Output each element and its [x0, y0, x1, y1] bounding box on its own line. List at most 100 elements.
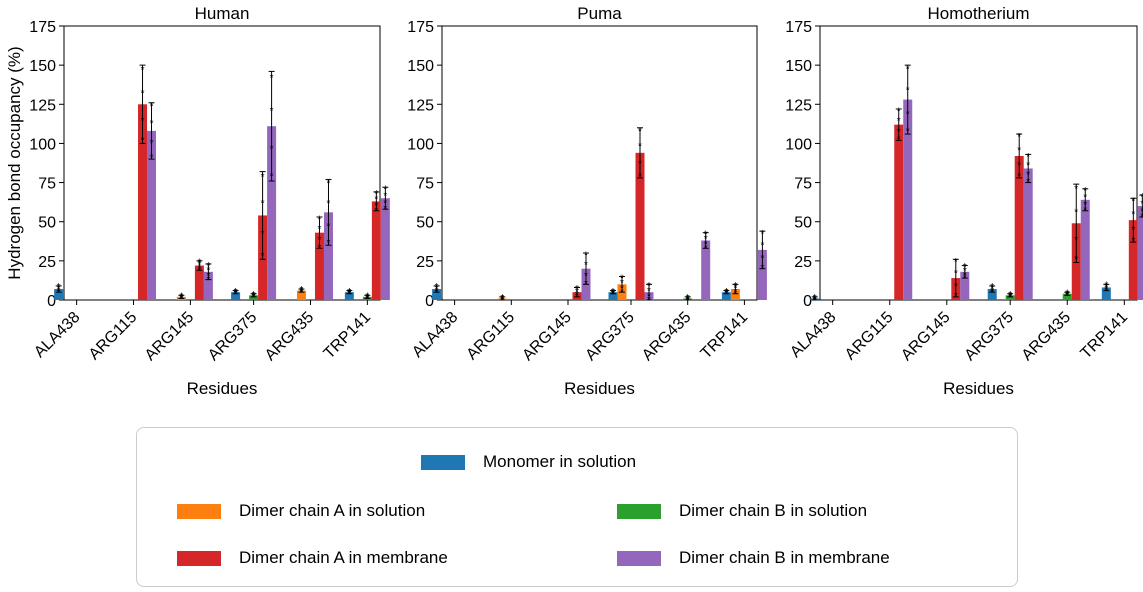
replicate-marker: *	[686, 294, 690, 305]
replicate-marker: *	[954, 282, 958, 293]
replicate-marker: *	[733, 281, 737, 292]
x-tick-label: ARG435	[639, 309, 694, 364]
replicate-marker: *	[1026, 152, 1030, 163]
replicate-marker: *	[990, 284, 994, 295]
bar	[1014, 155, 1024, 300]
x-tick-label: TRP141	[698, 309, 752, 363]
legend-item-chain-a-membrane: Dimer chain A in membrane	[177, 548, 448, 568]
bar	[203, 271, 213, 300]
legend-swatch	[421, 454, 465, 470]
replicate-marker: *	[1074, 184, 1078, 195]
y-tick-label: 0	[47, 293, 56, 310]
replicate-marker: *	[261, 198, 265, 209]
replicate-marker: *	[197, 263, 201, 274]
replicate-marker: *	[206, 261, 210, 272]
x-axis-label: Residues	[187, 379, 258, 398]
replicate-marker: *	[1008, 290, 1012, 301]
replicate-marker: *	[347, 288, 351, 299]
replicate-marker: *	[1140, 192, 1143, 203]
replicate-marker: *	[611, 290, 615, 301]
replicate-marker: *	[611, 287, 615, 298]
replicate-marker: *	[963, 270, 967, 281]
replicate-marker: *	[300, 287, 304, 298]
replicate-marker: *	[906, 85, 910, 96]
replicate-marker: *	[150, 118, 154, 129]
legend-swatch	[617, 503, 661, 519]
replicate-marker: *	[1017, 161, 1021, 172]
legend-swatch	[177, 503, 221, 519]
y-tick-label: 175	[407, 19, 434, 36]
bar	[635, 152, 645, 300]
replicate-marker: *	[813, 296, 817, 307]
y-tick-label: 150	[29, 58, 56, 75]
plot-frame	[819, 25, 1138, 301]
replicate-marker: *	[1017, 172, 1021, 183]
replicate-marker: *	[197, 266, 201, 277]
replicate-marker: *	[990, 286, 994, 297]
replicate-marker: *	[704, 240, 708, 251]
bar	[194, 265, 204, 300]
replicate-marker: *	[206, 265, 210, 276]
replicate-marker: *	[813, 293, 817, 304]
replicate-marker: *	[347, 290, 351, 301]
bar	[757, 249, 767, 300]
replicate-marker: *	[234, 287, 238, 298]
y-tick-label: 25	[38, 254, 56, 271]
replicate-marker: *	[575, 284, 579, 295]
replicate-marker: *	[150, 138, 154, 149]
x-tick-label: ARG375	[582, 309, 637, 364]
replicate-marker: *	[1026, 170, 1030, 181]
replicate-marker: *	[57, 288, 61, 299]
chart-panel-1: 0255075100125150175PumaResiduesALA438***…	[407, 4, 767, 398]
replicate-marker: *	[383, 204, 387, 215]
replicate-marker: *	[1065, 288, 1069, 299]
replicate-marker: *	[261, 229, 265, 240]
replicate-marker: *	[760, 240, 764, 251]
replicate-marker: *	[686, 293, 690, 304]
bar	[296, 290, 306, 300]
chart-panel-0: 0 25 50 75 100 125 150 175 Human Residues Hydrogen…	[5, 4, 390, 398]
y-axis-label: Hydrogen bond occupancy (%)	[5, 46, 24, 279]
replicate-marker: *	[252, 292, 256, 303]
bar	[432, 289, 442, 300]
replicate-marker: *	[724, 289, 728, 300]
replicate-marker: *	[1140, 199, 1143, 210]
replicate-marker: *	[638, 141, 642, 152]
replicate-marker: *	[963, 262, 967, 273]
replicate-marker: *	[365, 294, 369, 305]
replicate-marker: *	[1131, 236, 1135, 247]
replicate-marker: *	[813, 294, 817, 305]
replicate-marker: *	[1104, 286, 1108, 297]
replicate-marker: *	[261, 251, 265, 262]
replicate-marker: *	[179, 293, 183, 304]
x-axis-label: Residues	[943, 379, 1014, 398]
replicate-marker: *	[150, 152, 154, 163]
replicate-marker: *	[1083, 200, 1087, 211]
legend-label: Dimer chain A in membrane	[239, 548, 448, 567]
replicate-marker: *	[234, 289, 238, 300]
replicate-marker: *	[647, 295, 651, 306]
replicate-marker: *	[500, 294, 504, 305]
y-tick-label: 25	[416, 254, 434, 271]
bar	[987, 289, 997, 300]
replicate-marker: *	[647, 291, 651, 302]
replicate-marker: *	[1131, 225, 1135, 236]
replicate-marker: *	[57, 282, 61, 293]
replicate-marker: *	[1008, 293, 1012, 304]
replicate-marker: *	[374, 206, 378, 217]
bar	[231, 292, 241, 300]
replicate-marker: *	[270, 73, 274, 84]
replicate-marker: *	[1017, 145, 1021, 156]
replicate-marker: *	[500, 295, 504, 306]
y-tick-label: 25	[794, 254, 812, 271]
replicate-marker: *	[1140, 206, 1143, 217]
replicate-marker: *	[57, 286, 61, 297]
bar	[380, 198, 390, 300]
legend-item-chain-b-membrane: Dimer chain B in membrane	[617, 548, 890, 568]
y-tick-label: 125	[785, 97, 812, 114]
chart-panel-2: 0 25 50 75 100 125 150 175 Homotherium Residues AL…	[785, 4, 1143, 398]
bar	[1101, 287, 1111, 300]
replicate-marker: *	[270, 106, 274, 117]
replicate-marker: *	[647, 281, 651, 292]
replicate-marker: *	[435, 284, 439, 295]
